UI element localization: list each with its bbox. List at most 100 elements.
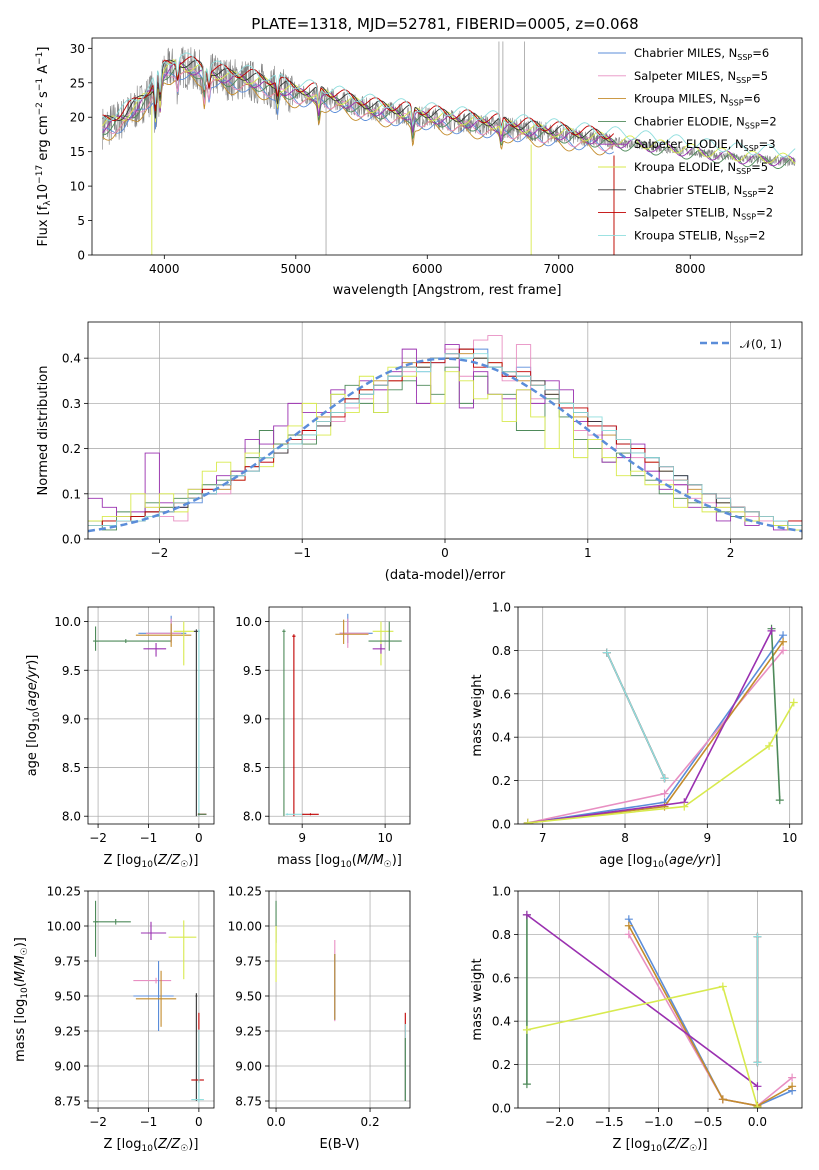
x-tick-label: 8	[621, 831, 629, 845]
figure-title: PLATE=1318, MJD=52781, FIBERID=0005, z=0…	[251, 15, 638, 33]
x-tick-label: 10	[377, 831, 392, 845]
y-tick-label: 0	[77, 249, 85, 263]
y-tick-label: 10.0	[54, 615, 81, 629]
y-tick-label: 10	[70, 180, 85, 194]
legend-entry: Kroupa ELODIE, NSSP=5	[634, 160, 768, 176]
x-tick-label: −2.0	[545, 1115, 574, 1129]
y-tick-label: 5	[77, 214, 85, 228]
weight-marker	[624, 930, 633, 939]
x-tick-label: 7000	[543, 262, 574, 276]
y-axis-label: mass weight	[470, 674, 485, 756]
y-axis-label-text: mass weight	[470, 674, 485, 756]
y-tick-label: 9.25	[54, 1025, 81, 1039]
weight-line	[770, 628, 781, 801]
y-tick-label: 9.50	[235, 990, 262, 1004]
weight-marker	[789, 698, 798, 707]
y-axis-label-text: Flux [fλ10−17 erg cm−2 s−1 A−1]	[35, 47, 53, 247]
axes-frame	[87, 321, 803, 540]
y-tick-label: 0.6	[492, 687, 511, 701]
x-tick-label: 2	[727, 546, 735, 560]
chart-residuals: −2 −1 0 1 2 0.0 0.1 0.2 0.3 0.4 𝒩(0, 1) (data-model…	[36, 321, 803, 583]
y-tick-label: 10.0	[235, 615, 262, 629]
y-axis-label-text: age [log10(age/yr)]	[25, 655, 42, 777]
residual-legend: 𝒩(0, 1)	[700, 337, 782, 351]
y-tick-label: 9.0	[243, 712, 262, 726]
axes-frame	[91, 37, 803, 256]
x-tick-label: 8000	[675, 262, 706, 276]
gaussian-curve	[88, 357, 802, 533]
x-tick-label: 6000	[412, 262, 443, 276]
y-axis-label: Normed distribution	[36, 366, 51, 496]
model-fit-line	[102, 71, 614, 156]
axes-frame	[517, 606, 803, 825]
axes-frame	[517, 890, 803, 1109]
axes-frame	[268, 890, 411, 1109]
x-axis-label: age [log10(age/yr)]	[599, 853, 721, 870]
weight-marker	[522, 910, 531, 919]
legend-entry: Salpeter STELIB, NSSP=2	[634, 206, 773, 222]
x-tick-label: −1.0	[644, 1115, 673, 1129]
weight-marker	[765, 741, 774, 750]
y-tick-label: 9.5	[62, 664, 81, 678]
y-tick-label: 9.50	[54, 990, 81, 1004]
x-tick-label: 1	[584, 546, 592, 560]
y-axis-label: Flux [fλ10−17 erg cm−2 s−1 A−1]	[35, 47, 53, 247]
x-tick-label: 7	[539, 831, 547, 845]
y-tick-label: 0.8	[492, 644, 511, 658]
residual-histogram	[88, 362, 802, 531]
y-tick-label: 0.0	[492, 818, 511, 832]
observed-spectrum	[102, 46, 796, 167]
x-tick-label: −2	[89, 1115, 107, 1129]
weight-marker	[753, 1082, 762, 1091]
y-tick-label: 0.4	[492, 1015, 511, 1029]
weight-marker	[624, 921, 633, 930]
legend-entry: Kroupa STELIB, NSSP=2	[634, 228, 765, 244]
y-tick-label: 1.0	[492, 885, 511, 899]
weight-marker	[680, 802, 689, 811]
weight-marker	[718, 982, 727, 991]
weight-marker	[718, 1095, 727, 1104]
x-axis-label: mass [log10(M/M☉)]	[277, 853, 402, 870]
weight-marker	[779, 646, 788, 655]
weight-marker	[660, 789, 669, 798]
y-tick-label: 0.3	[62, 397, 81, 411]
y-axis-label-text: mass weight	[470, 958, 485, 1040]
y-tick-label: 8.0	[243, 810, 262, 824]
chart-age-vs-mass: 9 10 8.0 8.5 9.0 9.5 10.0 mass [log10(M/M☉)]	[235, 606, 411, 870]
model-fit-line	[102, 59, 796, 165]
model-fit-line	[102, 63, 796, 169]
y-tick-label: 0.1	[62, 487, 81, 501]
y-axis-label: mass [log10(M/M☉)]	[13, 937, 30, 1062]
y-tick-label: 0.2	[492, 1058, 511, 1072]
y-axis-label-text: mass [log10(M/M☉)]	[13, 937, 30, 1062]
weight-marker	[753, 932, 762, 941]
y-tick-label: 10.25	[47, 885, 81, 899]
x-tick-label: −1.5	[594, 1115, 623, 1129]
x-tick-label: 0.0	[748, 1115, 767, 1129]
model-fit-line	[102, 71, 614, 155]
y-tick-label: 9.0	[62, 712, 81, 726]
x-tick-label: 4000	[149, 262, 180, 276]
x-tick-label: −1	[293, 546, 311, 560]
y-tick-label: 0.2	[492, 774, 511, 788]
axes-frame	[87, 606, 215, 825]
y-axis-label: mass weight	[470, 958, 485, 1040]
y-tick-label: 9.75	[54, 955, 81, 969]
weight-line	[526, 914, 758, 1087]
x-tick-label: 9	[704, 831, 712, 845]
x-tick-label: 0	[441, 546, 449, 560]
y-tick-label: 8.5	[243, 761, 262, 775]
weight-marker	[753, 1058, 762, 1067]
y-tick-label: 0.0	[492, 1102, 511, 1116]
legend-entry: 𝒩(0, 1)	[740, 337, 782, 351]
y-tick-label: 9.25	[235, 1025, 262, 1039]
legend-entry: Chabrier ELODIE, NSSP=2	[634, 114, 777, 130]
weight-marker	[779, 637, 788, 646]
chart-weight-vs-age: 7 8 9 10 0.0 0.2 0.4 0.6 0.8 1.0 age [log10(age/yr…	[470, 601, 803, 870]
weight-marker	[602, 648, 611, 657]
weight-marker	[523, 818, 532, 824]
y-tick-label: 0.4	[492, 731, 511, 745]
y-tick-label: 8.0	[62, 810, 81, 824]
chart-mass-vs-ebv: 0.0 0.2 8.75 9.00 9.25 9.50 9.75 10.00 10.25 E(B-…	[228, 885, 411, 1152]
